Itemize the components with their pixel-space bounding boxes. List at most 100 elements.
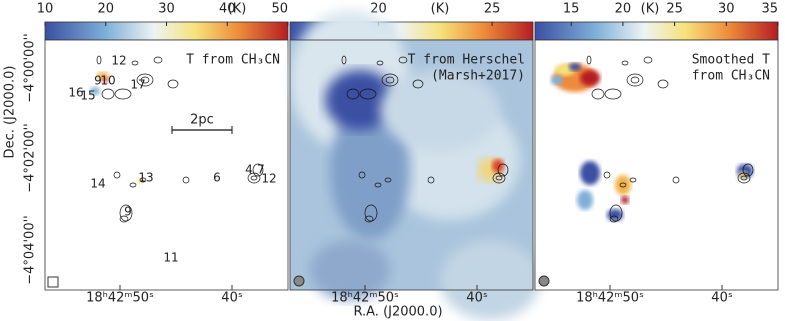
- panel-frame: [44, 39, 289, 291]
- panel-label: (Marsh+2017): [431, 69, 525, 84]
- beam: [538, 275, 550, 287]
- contour: [626, 73, 644, 87]
- beam: [293, 275, 305, 287]
- contour: [742, 163, 754, 177]
- colorbar-tick-label: 25: [484, 2, 501, 17]
- contour: [113, 171, 121, 179]
- contour: [129, 182, 137, 188]
- source-label: 15: [80, 89, 95, 103]
- map-region: [440, 240, 540, 320]
- map-region: [580, 70, 600, 86]
- source-label: 10: [100, 74, 115, 88]
- scale-bar-label: 2pc: [190, 113, 214, 128]
- source-label: 12: [111, 54, 126, 68]
- x-tick-label: 18ʰ42ᵐ50ˢ: [331, 291, 399, 306]
- contour: [250, 175, 258, 181]
- panel-frame: [289, 39, 534, 291]
- map-region: [551, 75, 563, 85]
- panel-frame: [534, 39, 779, 291]
- colorbar-tick-label: 10: [37, 2, 54, 17]
- colorbar-tick-label: 25: [666, 2, 683, 17]
- contour: [114, 88, 132, 100]
- contour: [119, 204, 133, 222]
- map-region: [310, 240, 390, 300]
- contour: [140, 76, 150, 84]
- contour: [497, 163, 509, 177]
- colorbar-tick-label: 30: [718, 2, 735, 17]
- contour: [346, 88, 360, 100]
- x-tick-label: 40ˢ: [466, 291, 488, 306]
- contour: [167, 79, 179, 89]
- map-region: [577, 190, 593, 210]
- contour: [153, 56, 163, 64]
- contour: [252, 163, 264, 177]
- panel-label: T from CH₃CN: [186, 53, 280, 68]
- contour: [621, 60, 629, 66]
- contour: [341, 55, 347, 65]
- map-region: [325, 70, 395, 130]
- source-label: 13: [138, 171, 153, 185]
- map-region: [621, 196, 629, 204]
- map-region: [102, 77, 108, 83]
- map: [290, 10, 540, 320]
- x-tick-label: 18ʰ42ᵐ50ˢ: [576, 291, 644, 306]
- source-label: 9: [94, 74, 102, 88]
- x-axis-label: R.A. (J2000.0): [353, 305, 442, 320]
- contour: [740, 175, 748, 181]
- source-label: 12: [261, 172, 276, 186]
- contour: [398, 56, 408, 64]
- colorbar-unit: (K): [228, 2, 247, 17]
- source-label: 6: [213, 171, 221, 185]
- contour: [495, 175, 503, 181]
- y-axis-label: Dec. (J2000.0): [3, 66, 18, 159]
- contour: [609, 204, 623, 222]
- contour: [364, 215, 374, 223]
- map-region: [492, 159, 504, 173]
- contour: [101, 88, 115, 100]
- contour: [619, 182, 627, 188]
- contour: [381, 73, 399, 87]
- contour: [672, 176, 680, 184]
- contour: [376, 60, 384, 66]
- colorbar-unit: (K): [641, 2, 660, 17]
- y-tick-label: −4°02'00'': [23, 123, 38, 192]
- contour: [359, 88, 377, 100]
- colorbar-unit: (K): [431, 2, 450, 17]
- contour: [182, 176, 190, 184]
- x-tick-label: 18ʰ42ᵐ50ˢ: [86, 291, 154, 306]
- contour: [427, 176, 435, 184]
- map-region: [607, 209, 623, 221]
- panel-label: T from Herschel: [408, 53, 525, 68]
- contour: [657, 79, 669, 89]
- map: [90, 55, 264, 223]
- colorbar-tick-label: 40: [219, 2, 236, 17]
- contour: [96, 55, 102, 65]
- contour: [136, 73, 154, 87]
- source-label: 9: [124, 205, 132, 219]
- contour: [604, 88, 622, 100]
- map-region: [330, 100, 410, 240]
- colorbar-tick-label: 50: [271, 2, 288, 17]
- contour: [609, 215, 619, 223]
- map: [551, 55, 754, 223]
- contour: [139, 177, 147, 183]
- contour: [412, 79, 424, 89]
- x-tick-label: 40ˢ: [711, 291, 733, 306]
- y-tick-label: −4°00'00'': [23, 33, 38, 102]
- colorbar-tick-label: 20: [615, 2, 632, 17]
- source-label: 11: [163, 251, 178, 265]
- contour: [591, 88, 605, 100]
- source-label: 4: [245, 163, 253, 177]
- map-region: [569, 63, 581, 71]
- x-tick-label: 40ˢ: [221, 291, 243, 306]
- colorbar-tick-label: 20: [370, 2, 387, 17]
- colorbar-tick-label: 35: [761, 2, 778, 17]
- panel-label: from CH₃CN: [692, 69, 770, 84]
- contour: [629, 177, 637, 183]
- contour: [119, 215, 129, 223]
- y-tick-label: −4°04'00'': [23, 215, 38, 284]
- contour: [384, 177, 392, 183]
- contour: [364, 204, 378, 222]
- map-region: [380, 70, 500, 150]
- contour: [131, 60, 139, 66]
